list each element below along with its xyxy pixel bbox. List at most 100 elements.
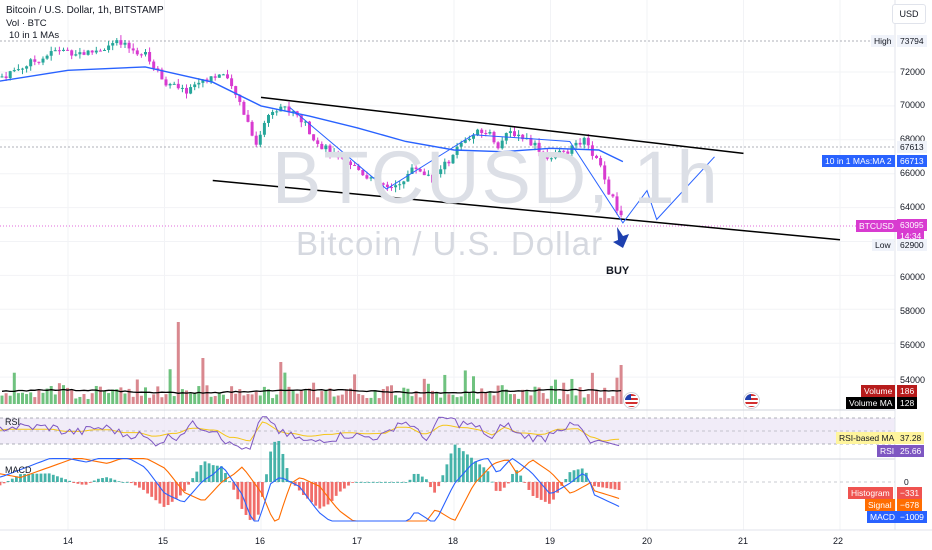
volume-bar <box>357 393 361 404</box>
volume-bar <box>107 393 111 404</box>
histogram-bar <box>306 482 309 499</box>
candle <box>566 151 570 154</box>
candle <box>271 111 275 116</box>
high-value: 73794 <box>897 35 927 47</box>
histogram-bar <box>355 482 359 483</box>
histogram-bar <box>203 461 207 482</box>
volume-bar <box>324 389 328 404</box>
histogram-bar <box>609 482 613 489</box>
histogram-bar <box>0 482 2 486</box>
time-tick: 20 <box>641 536 653 546</box>
volume-bar <box>238 389 242 404</box>
volume-bar <box>242 395 246 404</box>
candle <box>160 69 164 80</box>
volume-bar <box>246 394 250 404</box>
symbol-price-value: 63095 <box>897 219 927 231</box>
volume-bar <box>49 386 53 404</box>
histogram-bar <box>43 473 47 482</box>
histogram-bar <box>39 473 43 482</box>
volume-bar <box>467 392 471 404</box>
macd-pane-label[interactable]: MACD <box>5 465 32 475</box>
volume-bar <box>160 397 164 404</box>
histogram-bar <box>84 482 88 485</box>
histogram-bar <box>207 463 211 482</box>
histogram-bar <box>572 470 576 482</box>
volume-bar <box>418 397 422 404</box>
volume-bar <box>377 398 381 404</box>
histogram-bar <box>601 482 605 488</box>
volume-bar <box>447 394 451 404</box>
candle <box>451 154 455 164</box>
currency-button[interactable]: USD <box>892 4 926 24</box>
candle <box>78 52 82 55</box>
volume-bar <box>611 396 615 404</box>
candle <box>357 165 361 170</box>
candle <box>562 150 566 152</box>
histogram-bar <box>162 482 166 507</box>
histogram-bar <box>388 482 391 483</box>
candle <box>221 74 225 76</box>
candle <box>377 177 381 184</box>
candle <box>443 161 447 170</box>
volume-bar <box>221 394 225 404</box>
histogram-bar <box>363 482 367 483</box>
candle <box>361 169 365 176</box>
histogram-bar <box>543 482 547 502</box>
histogram-bar <box>507 482 510 484</box>
histogram-bar <box>191 478 195 482</box>
candle <box>70 50 74 56</box>
volume-bar <box>119 387 123 404</box>
candle <box>586 137 590 146</box>
histogram-bar <box>453 444 457 482</box>
channel-upper-line[interactable] <box>260 96 744 155</box>
histogram-bar <box>519 475 523 482</box>
volume-bar <box>74 398 78 404</box>
time-tick: 14 <box>62 536 74 546</box>
candle <box>226 74 229 79</box>
us-flag-event-icon[interactable] <box>624 393 639 408</box>
volume-bar <box>513 394 516 404</box>
rsi-pane-label[interactable]: RSI <box>5 417 21 427</box>
candle <box>574 142 578 146</box>
volume-bar <box>410 396 414 404</box>
histogram-bar <box>449 453 453 482</box>
histogram-bar <box>597 482 600 487</box>
histogram-bar <box>347 482 350 486</box>
us-flag-event-icon[interactable] <box>744 393 759 408</box>
histogram-bar <box>289 481 293 482</box>
volume-bar <box>619 365 623 404</box>
histogram-bar <box>166 482 170 506</box>
candle <box>615 196 619 211</box>
volume-bar <box>451 394 455 404</box>
candle <box>422 171 426 176</box>
volume-legend[interactable]: Vol · BTC <box>6 18 47 29</box>
price-candles[interactable] <box>0 35 623 218</box>
volume-bar <box>62 385 65 404</box>
volume-bar <box>148 397 152 404</box>
ma-legend[interactable]: 10 in 1 MAs <box>9 30 60 41</box>
histogram-bar <box>416 473 420 482</box>
volume-bar <box>279 362 283 404</box>
volume-bar <box>455 397 459 404</box>
low-label: Low <box>872 239 894 251</box>
macd-histogram <box>0 440 621 521</box>
candle <box>86 50 90 55</box>
histogram-bar <box>261 482 264 497</box>
signal-label: Signal <box>865 499 895 511</box>
volume-bar <box>566 394 570 404</box>
volume-bar <box>70 389 74 404</box>
candle <box>312 134 316 141</box>
histogram-bar <box>195 471 199 482</box>
volume-bar <box>209 396 213 404</box>
rsi-line <box>0 416 620 450</box>
histogram-bar <box>23 473 26 482</box>
channel-lower-line[interactable] <box>212 179 841 241</box>
projection-path[interactable] <box>289 107 715 224</box>
symbol-title[interactable]: Bitcoin / U.S. Dollar, 1h, BITSTAMP <box>6 5 164 16</box>
price-tick: 54000 <box>900 375 926 385</box>
candle <box>394 185 398 188</box>
candle <box>201 79 205 83</box>
time-tick: 18 <box>447 536 459 546</box>
candle <box>529 137 533 146</box>
